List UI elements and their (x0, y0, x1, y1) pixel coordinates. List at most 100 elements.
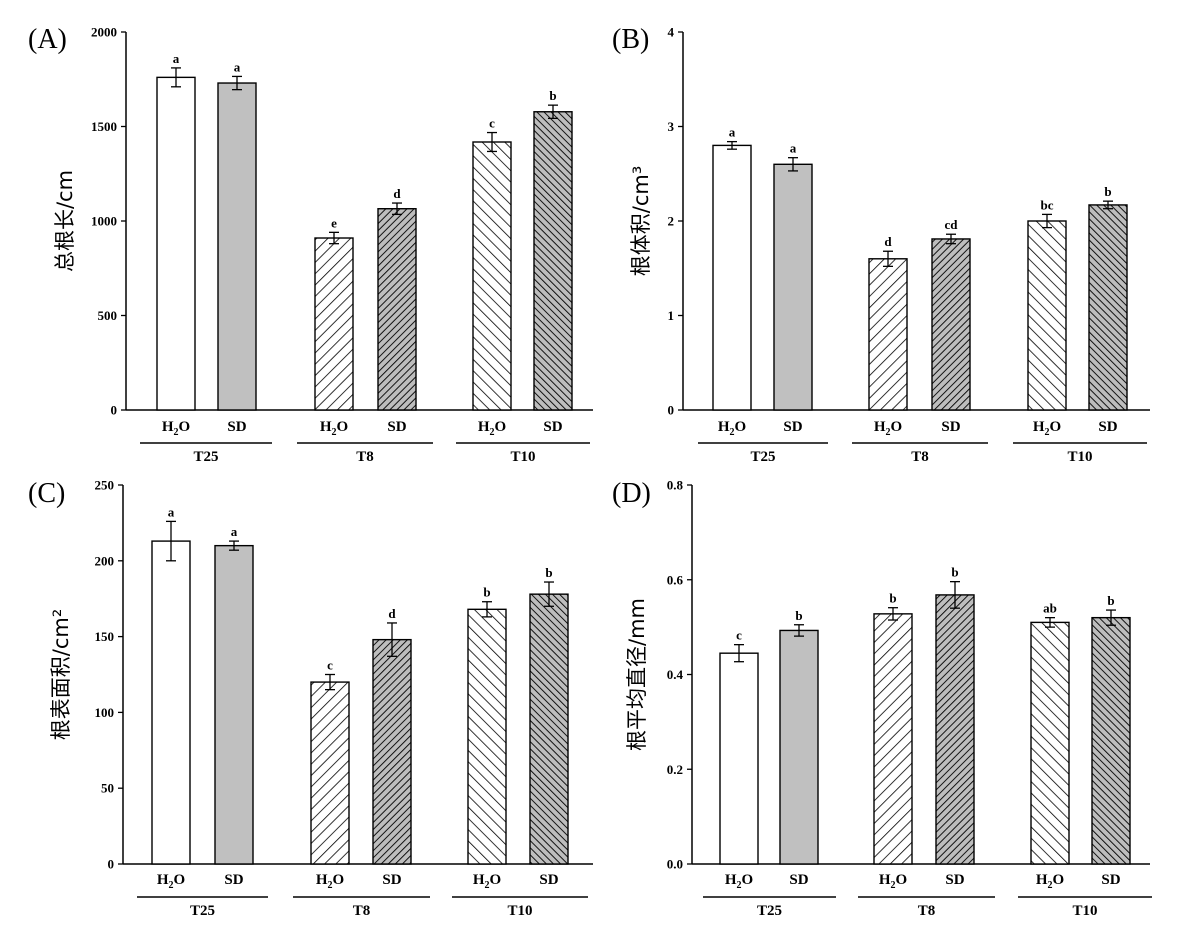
y-tick-label: 0.2 (667, 762, 683, 777)
bar-T10-H2O (1030, 621, 1070, 865)
x-category-label: SD (783, 419, 802, 435)
y-tick-label: 2000 (91, 25, 117, 40)
significance-letter: a (173, 51, 180, 66)
bar-T8-H2O (310, 681, 350, 865)
y-tick-label: 0 (108, 857, 115, 872)
x-category-label: H2O (157, 872, 185, 891)
bar-T8-H2O (868, 258, 908, 411)
y-tick-label: 4 (668, 25, 675, 40)
x-category-label: SD (1101, 872, 1120, 888)
bar-T25-SD (773, 163, 813, 411)
bar-T25-H2O (156, 76, 196, 411)
significance-letter: b (483, 585, 490, 600)
bar-T25-SD (217, 82, 257, 411)
y-axis-title: 根表面积/cm² (49, 609, 73, 741)
y-tick-label: 0.4 (667, 667, 684, 682)
bar-T10-SD (1088, 204, 1128, 411)
x-category-label: SD (789, 872, 808, 888)
x-category-label: H2O (1036, 872, 1064, 891)
significance-letter: b (795, 608, 802, 623)
bar-T25-SD (214, 544, 254, 865)
bar-T8-SD (931, 238, 971, 411)
y-tick-label: 1 (668, 308, 675, 323)
x-category-label: SD (539, 872, 558, 888)
y-axis-title: 根体积/cm³ (629, 166, 653, 277)
chart-panel-1: (A) 0 500 1000 1500 2000 总根长/cm a H2O a SD e H2O d SD c… (28, 24, 593, 465)
bar-T10-H2O (1027, 220, 1067, 411)
x-category-label: H2O (725, 872, 753, 891)
bar-T8-SD (372, 638, 412, 865)
bar-T8-SD (935, 594, 975, 865)
x-category-label: H2O (473, 872, 501, 891)
chart-panel-2: (B) 0 1 2 3 4 根体积/cm³ a H2O a SD d H2O cd SD bc H2O b SD T2… (612, 24, 1150, 465)
significance-letter: b (1107, 593, 1114, 608)
y-tick-label: 0 (668, 403, 675, 418)
significance-letter: e (331, 215, 337, 230)
x-category-label: SD (945, 872, 964, 888)
bar-T10-H2O (467, 608, 507, 865)
group-label: T8 (911, 449, 929, 465)
y-axis-title: 根平均直径/mm (625, 598, 649, 751)
y-tick-label: 0.8 (667, 478, 684, 493)
y-tick-label: 0 (111, 403, 118, 418)
significance-letter: c (736, 628, 742, 643)
significance-letter: d (393, 186, 401, 201)
bar-T25-H2O (712, 144, 752, 411)
bar-T25-H2O (151, 540, 191, 865)
x-category-label: SD (387, 419, 406, 435)
group-label: T25 (757, 903, 782, 919)
group-label: T8 (353, 903, 371, 919)
group-label: T25 (750, 449, 775, 465)
significance-letter: b (1104, 184, 1111, 199)
x-category-label: SD (382, 872, 401, 888)
group-label: T25 (193, 449, 218, 465)
significance-letter: bc (1041, 197, 1054, 212)
y-tick-label: 2 (668, 214, 675, 229)
x-category-label: SD (543, 419, 562, 435)
x-category-label: H2O (879, 872, 907, 891)
bar-T10-SD (533, 111, 573, 411)
group-label: T10 (1067, 449, 1092, 465)
significance-letter: a (168, 504, 175, 519)
y-tick-label: 1500 (91, 119, 117, 134)
significance-letter: b (545, 565, 552, 580)
y-tick-label: 0.0 (667, 857, 683, 872)
y-tick-label: 3 (668, 119, 675, 134)
bar-T8-H2O (314, 237, 354, 411)
significance-letter: a (729, 125, 736, 140)
group-label: T10 (507, 903, 532, 919)
panel-label: (D) (612, 478, 651, 509)
significance-letter: c (327, 658, 333, 673)
group-label: T8 (356, 449, 374, 465)
y-tick-label: 50 (101, 781, 114, 796)
bar-T25-SD (779, 629, 819, 865)
y-axis-title: 总根长/cm (53, 170, 77, 272)
significance-letter: d (388, 606, 396, 621)
chart-panel-4: (D) 0.0 0.2 0.4 0.6 0.8 根平均直径/mm c H2O b SD b H2O b SD… (612, 478, 1152, 919)
x-category-label: H2O (1033, 419, 1061, 438)
bar-T10-SD (529, 593, 569, 865)
x-category-label: H2O (162, 419, 190, 438)
y-tick-label: 100 (95, 705, 115, 720)
group-label: T10 (1072, 903, 1097, 919)
significance-letter: b (889, 591, 896, 606)
y-tick-label: 200 (95, 553, 115, 568)
y-tick-label: 250 (95, 478, 115, 493)
y-tick-label: 500 (98, 308, 118, 323)
panel-label: (C) (28, 478, 65, 509)
significance-letter: c (489, 116, 495, 131)
group-label: T8 (918, 903, 936, 919)
x-category-label: SD (1098, 419, 1117, 435)
significance-letter: cd (945, 217, 959, 232)
significance-letter: a (234, 59, 241, 74)
x-category-label: H2O (316, 872, 344, 891)
bar-T10-SD (1091, 616, 1131, 865)
group-label: T25 (190, 903, 215, 919)
x-category-label: SD (224, 872, 243, 888)
x-category-label: H2O (320, 419, 348, 438)
x-category-label: H2O (874, 419, 902, 438)
significance-letter: d (884, 234, 892, 249)
bar-T8-SD (377, 208, 417, 411)
y-tick-label: 150 (95, 629, 115, 644)
